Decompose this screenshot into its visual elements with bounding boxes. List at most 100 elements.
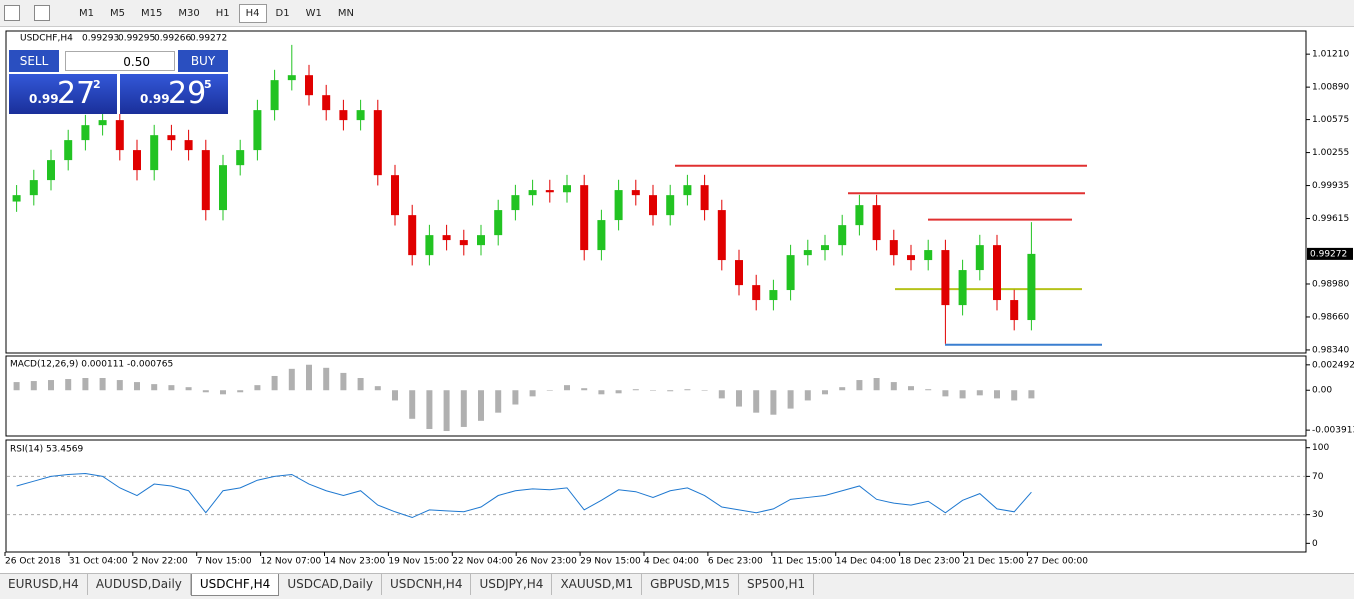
macd-panel: [5, 355, 1307, 437]
candle-body: [855, 205, 864, 226]
ask-main: 29: [168, 76, 207, 111]
macd-bar: [254, 385, 261, 391]
timeframes: M1 M5 M15 M30 H1 H4 D1 W1 MN: [70, 3, 361, 23]
chart-tab[interactable]: EURUSD,H4: [0, 574, 88, 595]
chart-tab[interactable]: USDCHF,H4: [190, 574, 280, 596]
chart-tab[interactable]: USDCAD,Daily: [279, 574, 382, 595]
candle-body: [889, 240, 898, 256]
macd-bar: [615, 390, 622, 394]
macd-bar: [787, 390, 794, 409]
icon[interactable]: [4, 5, 20, 21]
macd-bar: [99, 378, 106, 391]
y-tick-label: 0.99935: [1312, 181, 1349, 191]
y-tick-label: 100: [1312, 443, 1329, 453]
candle-body: [821, 245, 829, 251]
toolbar: M1 M5 M15 M30 H1 H4 D1 W1 MN: [0, 0, 1354, 27]
candle-body: [975, 245, 984, 271]
macd-bar: [220, 390, 226, 395]
candle-body: [545, 190, 554, 193]
timeframe-button[interactable]: M15: [141, 7, 163, 19]
candle-body: [580, 185, 589, 251]
ask-big: 0.99: [140, 92, 170, 106]
candle-body: [339, 110, 348, 121]
macd-bar: [667, 390, 674, 392]
candle-body: [614, 190, 623, 221]
candle-body: [219, 165, 227, 211]
buy-button[interactable]: BUY: [178, 50, 228, 72]
macd-bar: [546, 390, 553, 391]
candle-body: [356, 110, 365, 121]
x-tick-label: 19 Nov 15:00: [388, 557, 449, 567]
candle-body: [29, 180, 38, 196]
y-tick-label: 0: [1312, 539, 1318, 549]
y-tick-label: 1.00890: [1312, 83, 1349, 93]
candle-body: [563, 185, 571, 193]
lot-input[interactable]: 0.50: [65, 51, 175, 71]
macd-bar: [151, 384, 158, 391]
candle-body: [907, 255, 915, 261]
current-price-label: 0.99272: [1310, 249, 1347, 259]
macd-bar: [48, 380, 54, 391]
candle-body: [666, 195, 675, 216]
timeframe-button[interactable]: W1: [305, 7, 322, 19]
x-tick-label: 6 Dec 23:00: [708, 557, 763, 567]
macd-bar: [237, 390, 244, 393]
candle-body: [803, 250, 812, 256]
x-tick-label: 26 Oct 2018: [5, 557, 61, 567]
macd-bar: [392, 390, 398, 401]
candle-body: [735, 260, 743, 286]
macd-bar: [632, 389, 639, 391]
candle-body: [425, 235, 434, 256]
macd-bar: [13, 382, 20, 391]
macd-bar: [718, 390, 725, 399]
bid[interactable]: 0.99 27 2: [9, 74, 117, 114]
candle-body: [683, 185, 692, 196]
macd-bar: [804, 390, 811, 401]
x-tick-label: 18 Dec 23:00: [900, 557, 961, 567]
timeframe-button[interactable]: H1: [215, 7, 230, 19]
candle-body: [305, 75, 313, 96]
sell-button[interactable]: SELL: [9, 50, 59, 72]
macd-bar: [994, 390, 1000, 399]
macd-bar: [168, 385, 175, 391]
candle-body: [133, 150, 141, 171]
chart-tab[interactable]: SP500,H1: [739, 574, 815, 595]
x-tick-label: 31 Oct 04:00: [69, 557, 128, 567]
icon[interactable]: [34, 5, 50, 21]
macd-bar: [116, 380, 123, 391]
candle-body: [769, 290, 778, 301]
chart-tab[interactable]: AUDUSD,Daily: [88, 574, 191, 595]
x-tick-label: 11 Dec 15:00: [772, 557, 833, 567]
candle-body: [649, 195, 657, 216]
macd-bar: [202, 390, 209, 393]
timeframe-button[interactable]: D1: [275, 7, 290, 19]
candle-body: [391, 175, 399, 216]
timeframe-button[interactable]: H4: [238, 3, 267, 23]
macd-bar: [890, 382, 897, 391]
chart-tab[interactable]: USDJPY,H4: [471, 574, 553, 595]
macd-bar: [770, 390, 777, 415]
y-tick-label: 0.98340: [1312, 345, 1349, 355]
chart-tab[interactable]: GBPUSD,M15: [642, 574, 739, 595]
timeframe-button[interactable]: M1: [79, 7, 94, 19]
candle-body: [408, 215, 417, 256]
chart-tab[interactable]: USDCNH,H4: [382, 574, 472, 595]
candle-body: [631, 190, 640, 196]
main-panel: [5, 30, 1307, 354]
macd-bar: [185, 387, 192, 391]
timeframe-button[interactable]: MN: [337, 7, 354, 19]
macd-bar: [736, 390, 742, 407]
chart-tab[interactable]: XAUUSD,M1: [552, 574, 643, 595]
macd-bar: [856, 380, 863, 391]
macd-bar: [753, 390, 760, 413]
quote: 0.99272: [190, 34, 227, 44]
candle-body: [511, 195, 520, 211]
candle-body: [253, 110, 262, 151]
timeframe-button[interactable]: M5: [110, 7, 125, 19]
candle-body: [752, 285, 761, 301]
timeframe-button[interactable]: M30: [178, 7, 200, 19]
macd-bar: [478, 390, 484, 421]
candle-body: [98, 120, 107, 126]
ask[interactable]: 0.99 29 5: [120, 74, 228, 114]
